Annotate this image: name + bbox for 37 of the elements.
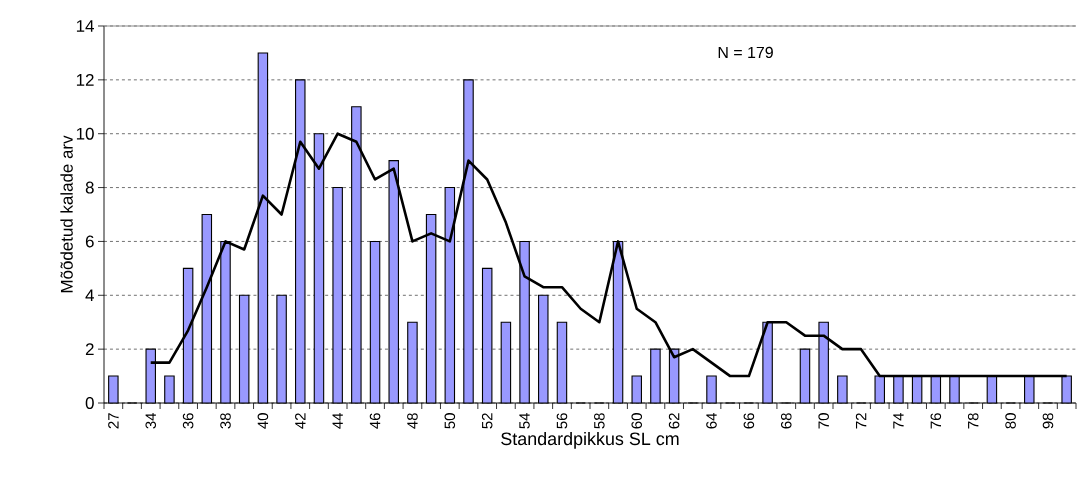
y-axis-title: Mõõdetud kalade arv <box>60 135 73 293</box>
x-tick-label: 70 <box>818 413 829 429</box>
x-tick-label: 34 <box>145 412 157 429</box>
x-tick-label: 27 <box>108 413 119 429</box>
x-tick-label: 64 <box>706 412 717 429</box>
x-tick-label: 80 <box>1005 413 1016 429</box>
y-tick-label: 4 <box>85 289 94 302</box>
y-tick-label: 8 <box>85 181 94 194</box>
x-tick-label: 58 <box>594 413 605 429</box>
x-tick-label: 56 <box>556 413 568 429</box>
x-tick-label: 44 <box>332 412 343 429</box>
x-tick-label: 52 <box>481 413 493 429</box>
annotation: N = 179 <box>718 46 773 59</box>
x-tick-label: 66 <box>743 413 755 429</box>
x-tick-label: 62 <box>668 413 680 429</box>
x-tick-label: 46 <box>369 413 381 429</box>
y-tick-label: 10 <box>76 127 94 140</box>
y-tick-label: 0 <box>85 397 94 409</box>
x-tick-label: 50 <box>444 413 456 429</box>
x-tick-label: 98 <box>1042 413 1054 429</box>
x-tick-label: 74 <box>893 412 904 429</box>
x-tick-label: 68 <box>780 413 792 429</box>
x-tick-label: 40 <box>257 413 269 429</box>
x-tick-label: 48 <box>407 413 418 429</box>
x-tick-label: 38 <box>220 413 231 429</box>
x-tick-label: 60 <box>631 413 643 429</box>
y-tick-label: 6 <box>85 235 94 248</box>
x-tick-label: 72 <box>855 413 867 429</box>
y-tick-label: 12 <box>76 73 94 86</box>
y-tick-label: 14 <box>76 20 94 32</box>
y-tick-label: 2 <box>85 343 94 356</box>
x-tick-label: 54 <box>519 412 530 429</box>
x-tick-label: 42 <box>295 413 306 429</box>
x-axis-title: Standardpikkus SL cm <box>501 431 679 449</box>
x-tick-label: 36 <box>182 413 194 429</box>
x-tick-label: 76 <box>930 413 942 429</box>
x-tick-label: 78 <box>967 413 979 429</box>
